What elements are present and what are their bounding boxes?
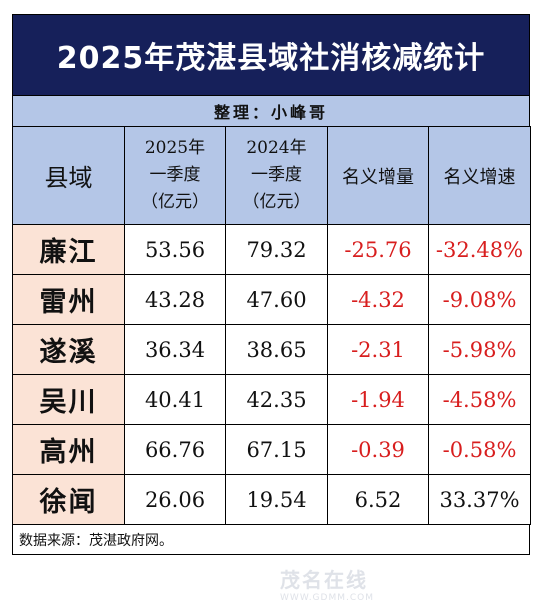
growth-cell: -4.58% [428, 374, 531, 425]
header-2024-period: 一季度 [251, 165, 302, 185]
value-2025-cell: 43.28 [124, 274, 226, 325]
county-cell: 徐闻 [12, 474, 125, 525]
county-cell: 廉江 [12, 224, 125, 275]
header-2024-year: 2024年 [246, 138, 307, 158]
header-increase: 名义增量 [327, 126, 429, 225]
growth-cell: 33.37% [428, 474, 531, 525]
header-county: 县域 [12, 126, 125, 225]
value-2025-cell: 36.34 [124, 324, 226, 375]
value-2025-cell: 53.56 [124, 224, 226, 275]
header-2025: 2025年 一季度 （亿元） [124, 126, 226, 225]
watermark-brand: 茂名在线 [280, 568, 369, 592]
header-growth: 名义增速 [428, 126, 531, 225]
data-table: 县域 2025年 一季度 （亿元） 2024年 一季度 （亿元） 名义增量 名义… [12, 126, 531, 525]
value-2024-cell: 47.60 [225, 274, 328, 325]
table-row: 吴川 40.41 42.35 -1.94 -4.58% [12, 374, 531, 425]
header-2025-period: 一季度 [149, 165, 201, 185]
page-title: 2025年茂湛县域社消核减统计 [12, 14, 530, 96]
increase-cell: -0.39 [327, 424, 429, 475]
growth-cell: -0.58% [428, 424, 531, 475]
increase-cell: -2.31 [327, 324, 429, 375]
table-row: 徐闻 26.06 19.54 6.52 33.37% [12, 474, 531, 525]
header-row: 县域 2025年 一季度 （亿元） 2024年 一季度 （亿元） 名义增量 名义… [12, 126, 531, 225]
value-2024-cell: 19.54 [225, 474, 328, 525]
value-2024-cell: 38.65 [225, 324, 328, 375]
growth-cell: -32.48% [428, 224, 531, 275]
county-cell: 遂溪 [12, 324, 125, 375]
increase-cell: -4.32 [327, 274, 429, 325]
table-row: 廉江 53.56 79.32 -25.76 -32.48% [12, 224, 531, 275]
county-cell: 雷州 [12, 274, 125, 325]
value-2025-cell: 66.76 [124, 424, 226, 475]
value-2025-cell: 40.41 [124, 374, 226, 425]
source-note: 数据来源：茂湛政府网。 [12, 525, 530, 555]
increase-cell: 6.52 [327, 474, 429, 525]
county-cell: 吴川 [12, 374, 125, 425]
table-row: 雷州 43.28 47.60 -4.32 -9.08% [12, 274, 531, 325]
subtitle: 整理：小峰哥 [12, 96, 530, 126]
header-2025-year: 2025年 [144, 138, 206, 158]
value-2024-cell: 79.32 [225, 224, 328, 275]
growth-cell: -9.08% [428, 274, 531, 325]
increase-cell: -1.94 [327, 374, 429, 425]
value-2025-cell: 26.06 [124, 474, 226, 525]
table-row: 遂溪 36.34 38.65 -2.31 -5.98% [12, 324, 531, 375]
increase-cell: -25.76 [327, 224, 429, 275]
value-2024-cell: 42.35 [225, 374, 328, 425]
growth-cell: -5.98% [428, 324, 531, 375]
header-2024: 2024年 一季度 （亿元） [225, 126, 328, 225]
stats-sheet: 2025年茂湛县域社消核减统计 整理：小峰哥 县域 2025年 一季度 （亿元）… [12, 14, 531, 555]
watermark-url: WWW.GDMM.COM [280, 593, 374, 603]
site-watermark: 茂名在线 WWW.GDMM.COM [280, 564, 374, 603]
value-2024-cell: 67.15 [225, 424, 328, 475]
header-2024-unit: （亿元） [242, 192, 311, 212]
header-2025-unit: （亿元） [141, 192, 209, 212]
county-cell: 高州 [12, 424, 125, 475]
table-row: 高州 66.76 67.15 -0.39 -0.58% [12, 424, 531, 475]
